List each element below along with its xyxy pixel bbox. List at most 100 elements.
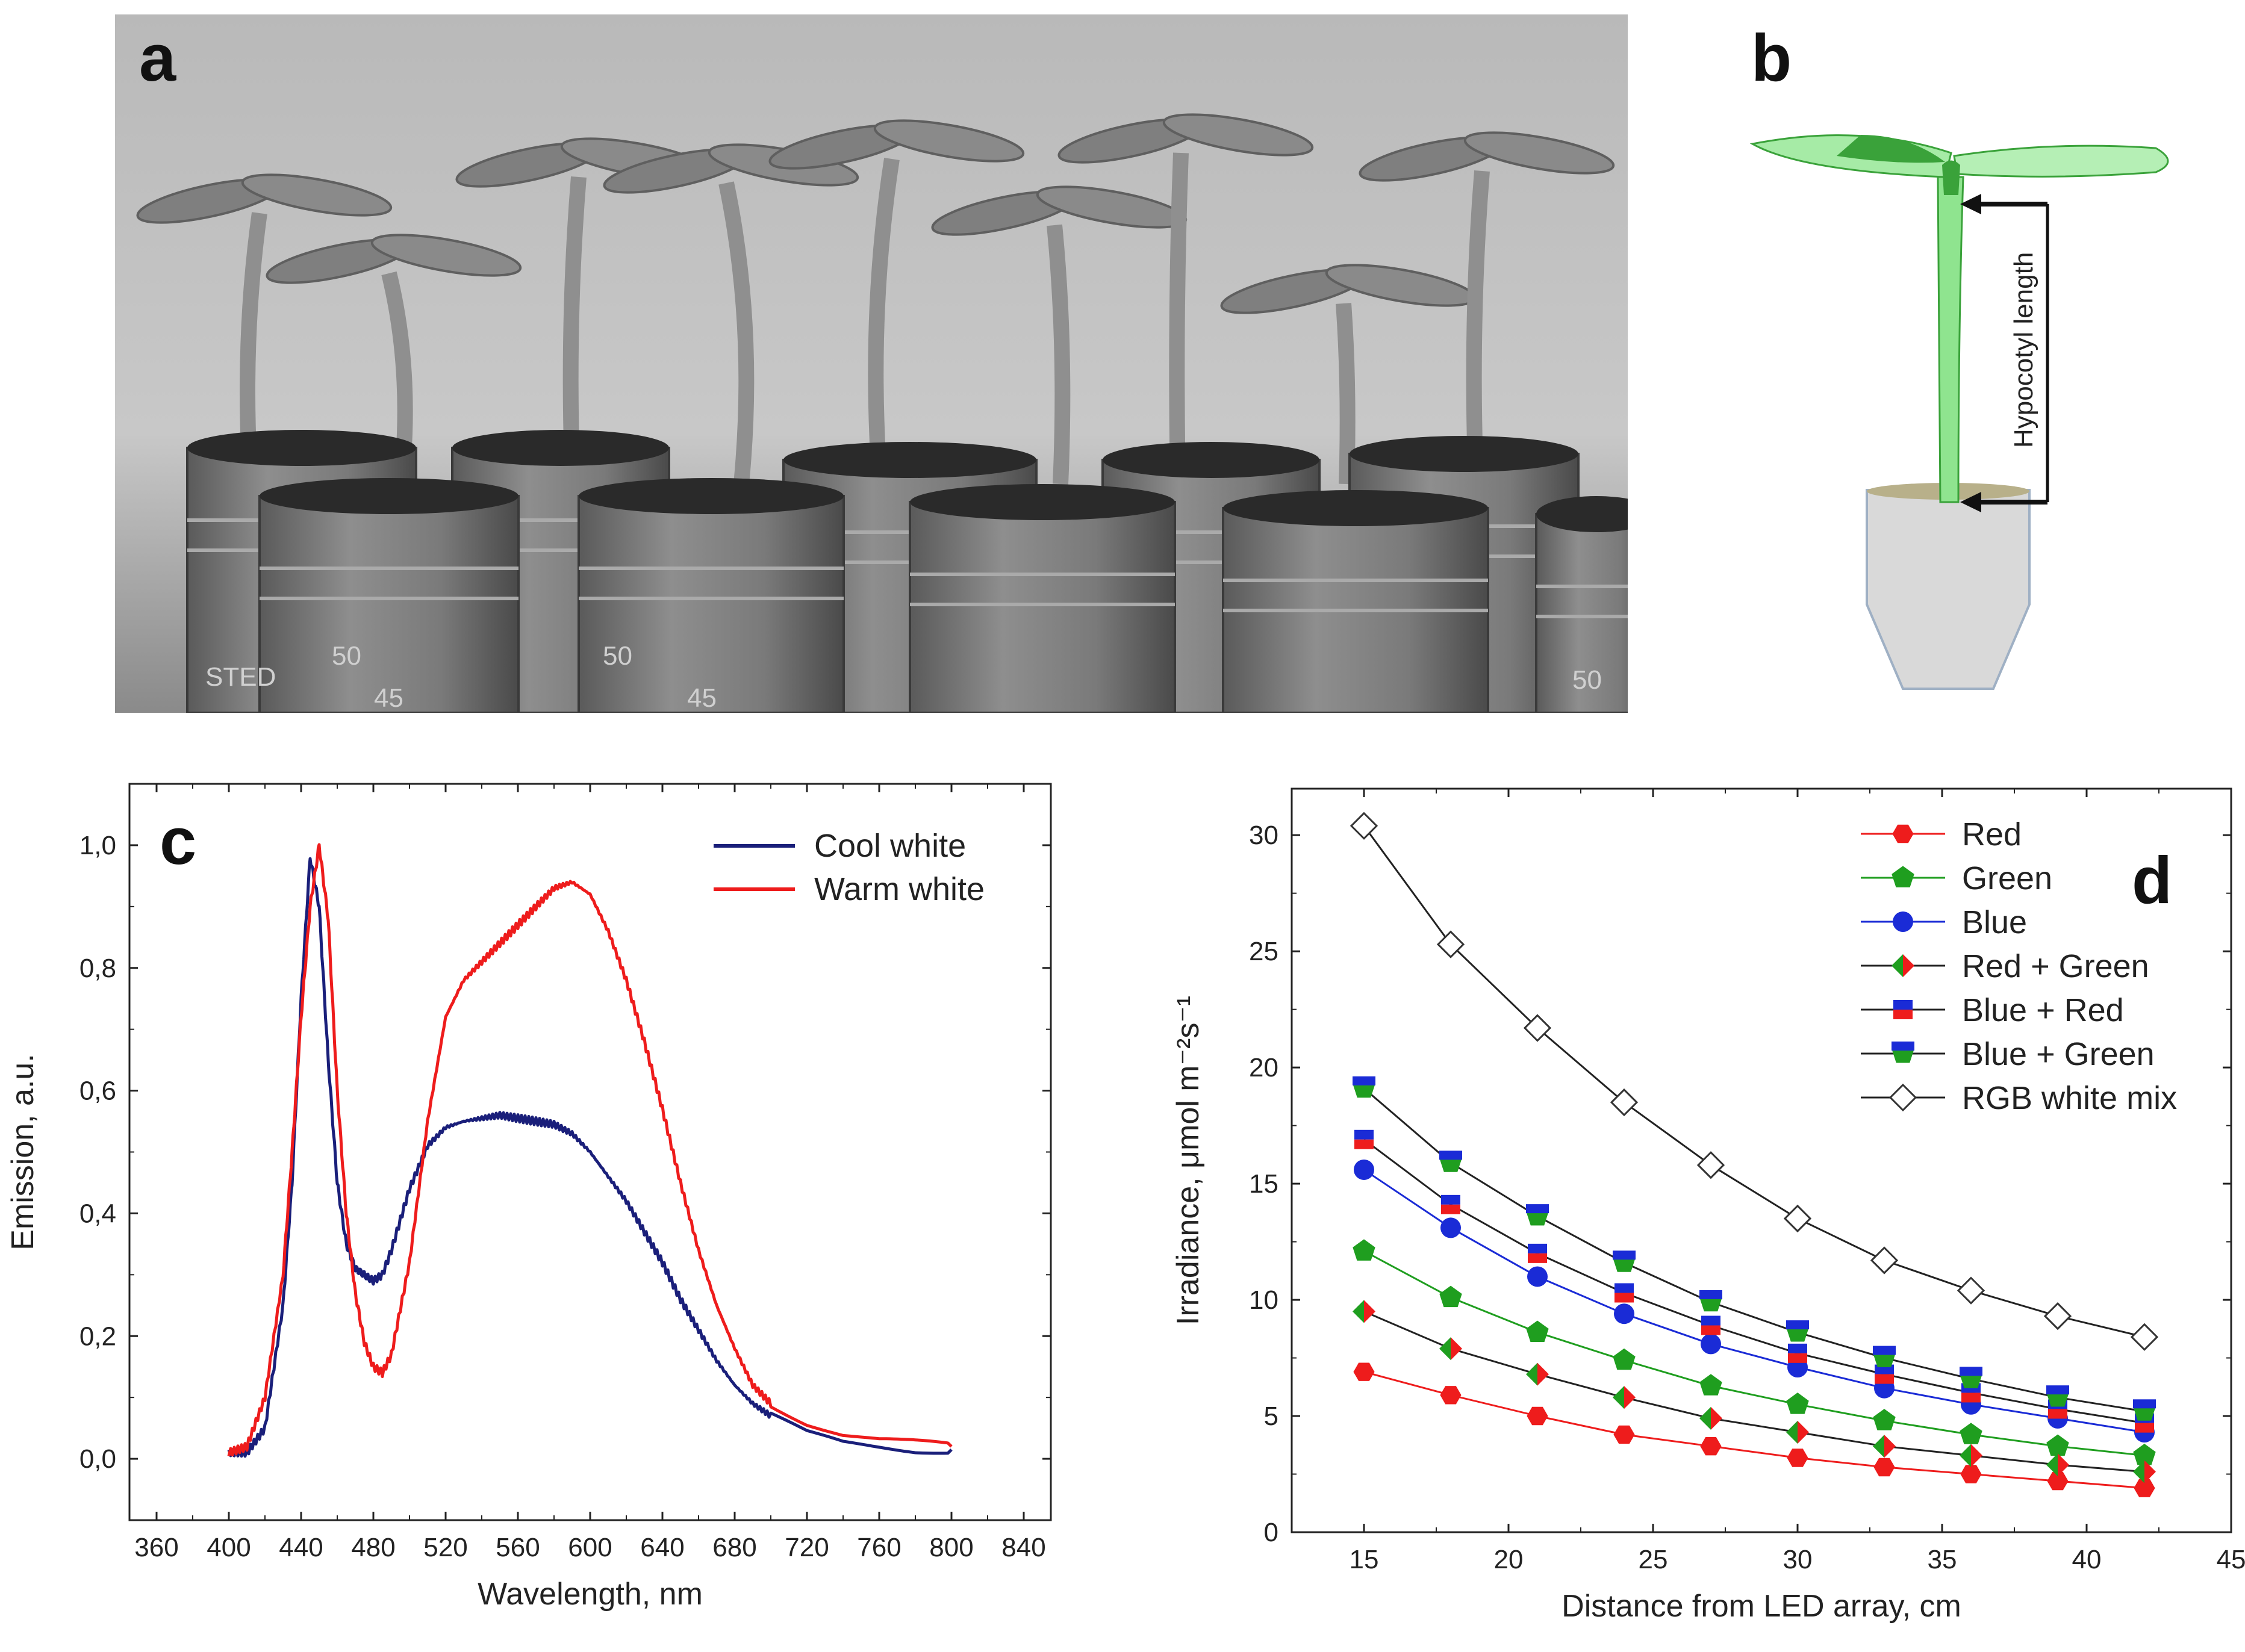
pots: 50 50 50 45 45 STED [186, 430, 1628, 713]
data-point-red [1700, 1437, 1722, 1456]
pot-soil [1103, 442, 1319, 478]
data-point-rgb-white-mix [1888, 1083, 1917, 1112]
legend-label: Blue [1962, 904, 2027, 940]
x-tick-label: 40 [2072, 1545, 2102, 1574]
data-point-blue-green [1892, 1042, 1914, 1063]
data-point-red [1353, 1362, 1375, 1381]
data-point-red [1960, 1465, 1982, 1483]
seedling-stem [868, 158, 900, 485]
seedling-cotyledon [1463, 131, 1615, 175]
data-point-blue-red [1354, 1129, 1374, 1149]
data-point-red [1440, 1386, 1462, 1405]
data-point-rgb-white-mix [1957, 1276, 1985, 1305]
series-rgb-white-mix [1350, 812, 2159, 1351]
series-line [1363, 1310, 2145, 1473]
hypocotyl-stem [1937, 176, 1964, 503]
legend-label: Cool white [814, 828, 966, 864]
data-point-blue-red [1614, 1283, 1634, 1303]
seedling-stem [1336, 303, 1356, 485]
y-tick-label: 0,4 [79, 1199, 116, 1228]
y-tick-label: 10 [1249, 1285, 1278, 1315]
emission-spectra-svg: 360 400 440 480 520 560 600 640 680 720 760 800 840 0… [5, 783, 1052, 1612]
data-point-red-green [1873, 1435, 1896, 1458]
data-point-blue-green [1526, 1204, 1549, 1226]
legend-label: Green [1962, 860, 2052, 896]
y-tick-label: 5 [1264, 1402, 1278, 1431]
legend-label: Blue + Red [1962, 992, 2124, 1028]
x-axis-label: Wavelength, nm [478, 1577, 703, 1612]
y-tick-label: 0,8 [79, 954, 116, 983]
data-point-blue-green [1353, 1076, 1375, 1098]
hypocotyl-schematic-drawing: b Hypocotyl length [1749, 21, 2169, 690]
data-point-blue [1527, 1266, 1548, 1287]
x-tick-label: 20 [1494, 1545, 1524, 1574]
data-point-blue-red [1701, 1315, 1720, 1335]
data-point-blue-green [1873, 1346, 1896, 1367]
x-axis-label: Distance from LED array, cm [1562, 1589, 1961, 1624]
x-tick-label: 720 [785, 1533, 829, 1562]
data-point-blue [1440, 1217, 1461, 1238]
pot [1535, 513, 1628, 713]
data-point-blue [1893, 911, 1913, 932]
seedling-stem [718, 181, 755, 485]
x-tick-label: 400 [207, 1533, 251, 1562]
data-point-blue-green [1786, 1320, 1809, 1342]
pot-soil [1223, 490, 1488, 526]
seedlings [136, 113, 1615, 485]
series-line-warm-white [227, 843, 953, 1457]
y-tick-label: 15 [1249, 1169, 1278, 1199]
data-point-rgb-white-mix [1523, 1014, 1552, 1042]
pot-shape [1866, 489, 2031, 690]
irradiance-svg: 15 20 25 30 35 40 45 0 5 10 15 20 25 30 Distance from … [1171, 787, 2245, 1624]
data-point-rgb-white-mix [1610, 1088, 1639, 1117]
pot-mark: 50 [1572, 665, 1602, 695]
x-tick-label: 35 [1928, 1545, 1957, 1574]
legend-label: Blue + Green [1962, 1036, 2155, 1072]
data-point-red [1787, 1449, 1808, 1467]
data-point-green [1353, 1239, 1375, 1261]
data-point-rgb-white-mix [1350, 812, 1378, 840]
x-tick-label: 30 [1783, 1545, 1813, 1574]
pot-soil [452, 430, 669, 466]
x-tick-label: 800 [929, 1533, 973, 1562]
data-point-red-green [1892, 954, 1914, 977]
series-line [1363, 1087, 2145, 1412]
data-point-blue [1614, 1303, 1634, 1324]
seedling-cotyledon [241, 173, 393, 217]
data-point-green [1892, 866, 1914, 887]
data-point-red-green [1786, 1421, 1809, 1444]
x-tick-label: 520 [423, 1533, 467, 1562]
pot-mark: 50 [332, 641, 361, 671]
x-tick-label: 640 [640, 1533, 684, 1562]
legend-label: Red + Green [1962, 948, 2149, 984]
seedling-stem [1169, 152, 1189, 485]
seedling-photo: 50 50 50 45 45 STED a [115, 14, 1628, 713]
data-point-blue-green [2133, 1399, 2156, 1421]
data-point-green [1699, 1374, 1722, 1396]
y-axis-label: Irradiance, μmol m⁻²s⁻¹ [1171, 996, 1206, 1325]
data-point-green [1526, 1320, 1549, 1342]
x-tick-label: 760 [857, 1533, 901, 1562]
data-point-green [1786, 1393, 1809, 1414]
apical-bud [1942, 160, 1960, 195]
legend-label: Red [1962, 816, 2022, 852]
legend-label: Warm white [814, 871, 985, 907]
seedling-cotyledon [1162, 113, 1314, 157]
legend-label: RGB white mix [1962, 1080, 2177, 1116]
plot-frame [1291, 787, 2232, 1533]
data-point-red-green [1439, 1337, 1462, 1361]
series-line [1363, 1138, 2145, 1424]
data-point-red-green [1960, 1444, 1982, 1467]
data-point-red [2134, 1479, 2155, 1497]
pot [578, 495, 845, 713]
x-tick-label: 360 [134, 1533, 178, 1562]
data-point-green [1960, 1423, 1982, 1444]
x-tick-label: 440 [279, 1533, 323, 1562]
y-tick-label: 20 [1249, 1053, 1278, 1082]
data-point-rgb-white-mix [1783, 1204, 1812, 1233]
data-point-blue-green [1613, 1250, 1636, 1272]
seedling-cotyledon [370, 234, 522, 277]
pot-soil [910, 484, 1175, 520]
x-tick-label: 480 [351, 1533, 395, 1562]
series-line [1363, 1250, 2145, 1457]
